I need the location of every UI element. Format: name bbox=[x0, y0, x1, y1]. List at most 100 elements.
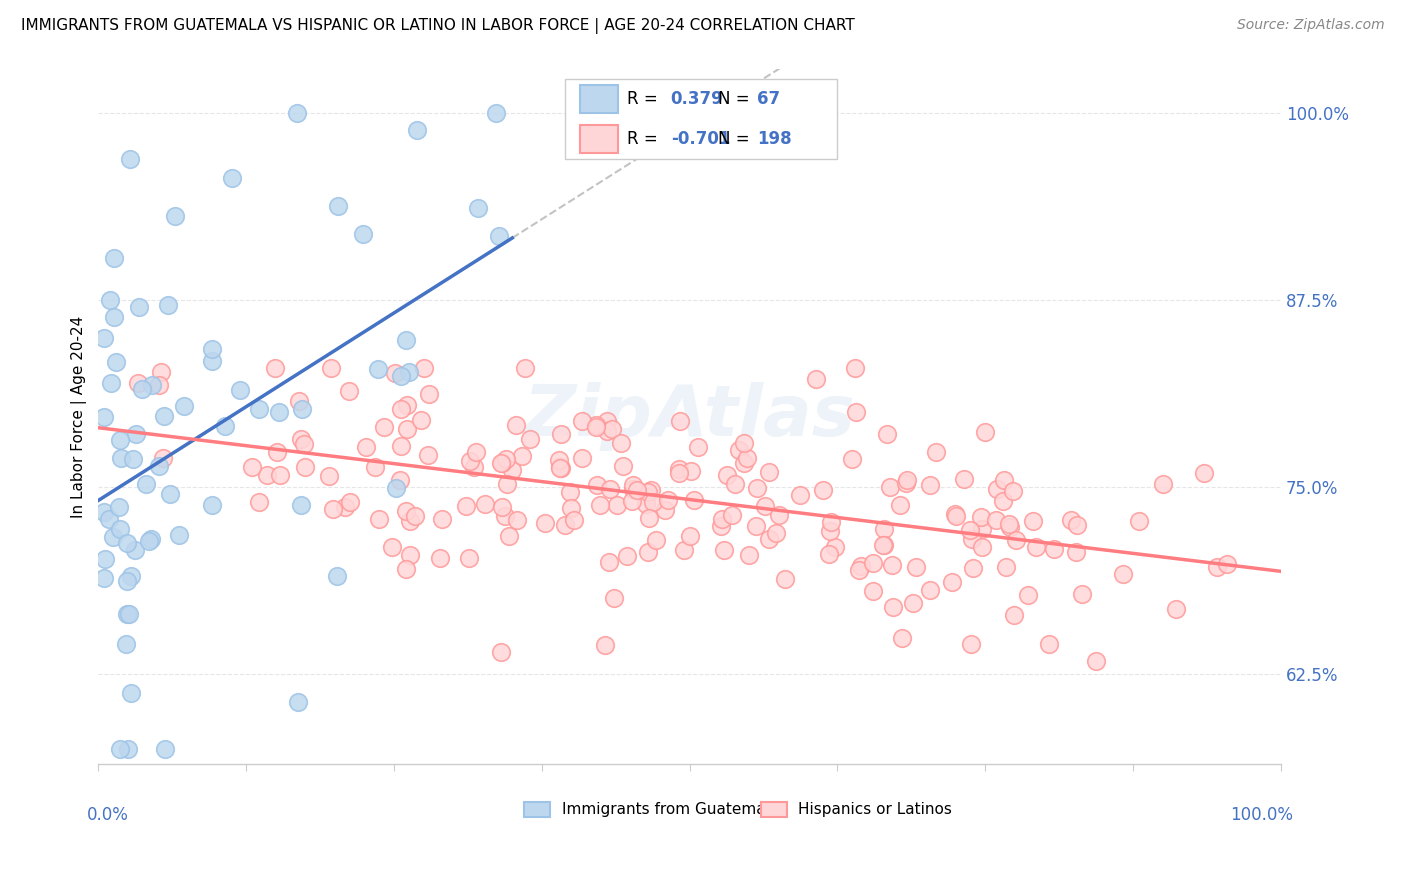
Point bbox=[491, 456, 513, 470]
Point bbox=[159, 487, 181, 501]
Point bbox=[621, 494, 644, 508]
Point bbox=[454, 499, 477, 513]
Point bbox=[294, 460, 316, 475]
Point bbox=[896, 475, 918, 490]
Point bbox=[610, 436, 633, 450]
Point bbox=[416, 448, 439, 462]
Point bbox=[882, 558, 904, 573]
Point bbox=[972, 522, 994, 536]
Point bbox=[724, 476, 747, 491]
Point bbox=[498, 529, 520, 543]
Point bbox=[489, 645, 512, 659]
Point bbox=[896, 473, 918, 487]
Point bbox=[108, 500, 131, 514]
Point bbox=[395, 504, 418, 518]
Point bbox=[356, 440, 378, 454]
Point bbox=[550, 427, 572, 442]
Point bbox=[673, 542, 696, 557]
Point bbox=[201, 343, 224, 357]
Point bbox=[404, 509, 426, 524]
Point bbox=[621, 482, 644, 496]
Text: ZipAtlas: ZipAtlas bbox=[524, 382, 855, 450]
Text: Source: ZipAtlas.com: Source: ZipAtlas.com bbox=[1237, 18, 1385, 32]
Point bbox=[399, 549, 422, 563]
Point bbox=[114, 637, 136, 651]
Point bbox=[560, 500, 582, 515]
Point bbox=[152, 450, 174, 465]
Point bbox=[418, 387, 440, 401]
Point bbox=[409, 413, 432, 427]
Point bbox=[131, 382, 153, 396]
Point bbox=[721, 508, 744, 523]
Point bbox=[256, 467, 278, 482]
Point bbox=[997, 517, 1019, 532]
Point bbox=[862, 584, 884, 599]
Point bbox=[879, 480, 901, 494]
Point bbox=[735, 450, 758, 465]
Point bbox=[710, 512, 733, 526]
Point bbox=[811, 483, 834, 498]
Point bbox=[1043, 542, 1066, 557]
Point bbox=[1022, 514, 1045, 528]
Point bbox=[818, 524, 841, 538]
Point bbox=[820, 515, 842, 529]
Text: 198: 198 bbox=[756, 130, 792, 148]
Point bbox=[1017, 588, 1039, 602]
Text: R =: R = bbox=[627, 90, 664, 108]
Point bbox=[668, 466, 690, 480]
FancyBboxPatch shape bbox=[761, 802, 786, 817]
Point bbox=[326, 199, 349, 213]
Point bbox=[465, 445, 488, 459]
FancyBboxPatch shape bbox=[579, 85, 617, 113]
Point bbox=[612, 458, 634, 473]
Point bbox=[399, 514, 422, 528]
Point bbox=[395, 333, 418, 347]
Point bbox=[389, 439, 412, 453]
Point bbox=[115, 607, 138, 621]
Point bbox=[118, 607, 141, 621]
Point bbox=[991, 494, 1014, 508]
Point bbox=[458, 454, 481, 468]
Point bbox=[668, 462, 690, 476]
Point bbox=[429, 550, 451, 565]
Point bbox=[585, 419, 607, 434]
Point bbox=[638, 510, 661, 524]
Point bbox=[806, 372, 828, 386]
Point bbox=[600, 421, 623, 435]
Point bbox=[1002, 608, 1025, 623]
Point bbox=[491, 456, 513, 470]
Point bbox=[398, 365, 420, 379]
Point bbox=[120, 686, 142, 700]
Point bbox=[165, 209, 187, 223]
Point bbox=[945, 508, 967, 523]
Point bbox=[120, 569, 142, 583]
Point bbox=[406, 122, 429, 136]
Point bbox=[352, 227, 374, 242]
Point bbox=[93, 409, 115, 424]
Y-axis label: In Labor Force | Age 20-24: In Labor Force | Age 20-24 bbox=[72, 315, 87, 517]
Point bbox=[337, 384, 360, 399]
Point bbox=[266, 445, 288, 459]
Point bbox=[501, 463, 523, 477]
Point bbox=[841, 452, 863, 467]
Point bbox=[201, 498, 224, 512]
Point bbox=[1164, 601, 1187, 615]
Point bbox=[533, 516, 555, 530]
Point bbox=[373, 420, 395, 434]
Point bbox=[1064, 544, 1087, 558]
Point bbox=[94, 552, 117, 566]
Point bbox=[153, 409, 176, 424]
Point bbox=[986, 482, 1008, 496]
Point bbox=[115, 574, 138, 588]
Point bbox=[623, 477, 645, 491]
Point bbox=[616, 549, 638, 564]
Point bbox=[679, 528, 702, 542]
Point bbox=[789, 488, 811, 502]
Point bbox=[364, 459, 387, 474]
Point bbox=[686, 441, 709, 455]
Point bbox=[654, 503, 676, 517]
Point bbox=[247, 401, 270, 416]
Point bbox=[970, 540, 993, 554]
Point bbox=[891, 631, 914, 645]
Point bbox=[716, 468, 738, 483]
